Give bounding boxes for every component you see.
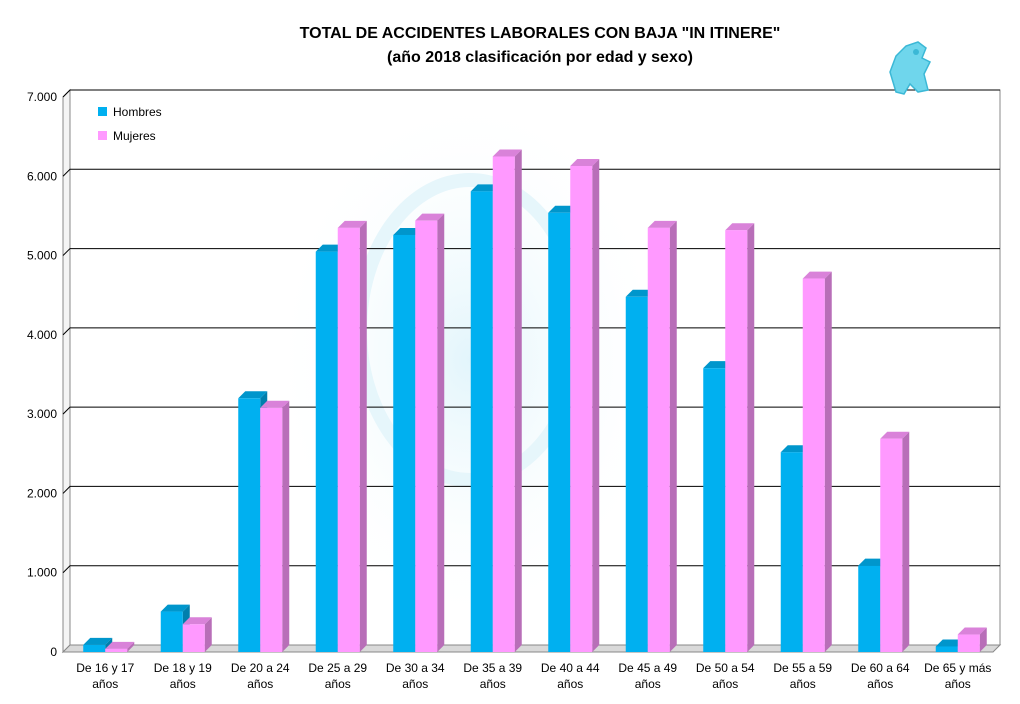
- chart-title: TOTAL DE ACCIDENTES LABORALES CON BAJA "…: [300, 25, 781, 42]
- x-tick-label: De 60 a 64 años: [851, 661, 910, 691]
- x-tick-label: De 25 a 29 años: [308, 661, 367, 691]
- legend: Hombres Mujeres: [98, 105, 162, 143]
- griffin-logo-icon: [889, 41, 932, 95]
- gridline: [62, 485, 1000, 494]
- bar-mujeres: [957, 627, 987, 652]
- x-tick-label: De 40 a 44 años: [541, 661, 600, 691]
- x-tick-label: De 35 a 39 años: [463, 661, 522, 691]
- left-wall: [62, 88, 71, 654]
- x-tick-label: De 18 y 19 años: [154, 661, 212, 691]
- x-tick-label: De 30 a 34 años: [386, 661, 445, 691]
- gridline: [62, 327, 1000, 336]
- y-tick-label: 5.000: [27, 249, 57, 263]
- legend-swatch: [98, 131, 107, 140]
- bar-mujeres: [725, 223, 755, 652]
- bar-mujeres: [182, 617, 212, 652]
- bar-mujeres: [647, 220, 677, 653]
- chart-subtitle: (año 2018 clasificación por edad y sexo): [387, 49, 693, 66]
- gridline: [62, 406, 1000, 415]
- legend-label: Mujeres: [113, 129, 156, 143]
- bar-mujeres: [105, 641, 135, 652]
- y-tick-label: 6.000: [27, 169, 57, 183]
- gridline: [62, 565, 1000, 574]
- y-tick-label: 3.000: [27, 407, 57, 421]
- bar-mujeres: [260, 400, 290, 652]
- bar-mujeres: [802, 271, 832, 652]
- gridline: [62, 89, 1000, 98]
- x-tick-label: De 20 a 24 años: [231, 661, 290, 691]
- bar-mujeres: [570, 158, 600, 652]
- x-tick-label: De 50 a 54 años: [696, 661, 755, 691]
- bar-mujeres: [337, 220, 367, 653]
- x-tick-label: De 16 y 17 años: [76, 661, 134, 691]
- legend-swatch: [98, 107, 107, 116]
- x-tick-label: De 55 a 59 años: [773, 661, 832, 691]
- gridline: [62, 248, 1000, 256]
- gridline: [62, 168, 1000, 177]
- y-tick-label: 0: [50, 645, 57, 659]
- bar-mujeres: [415, 213, 445, 652]
- y-tick-label: 7.000: [27, 90, 57, 104]
- bar-mujeres: [492, 149, 522, 652]
- legend-label: Hombres: [113, 105, 162, 119]
- x-tick-label: De 65 y más años: [924, 661, 991, 691]
- y-tick-label: 1.000: [27, 566, 57, 580]
- bar-mujeres: [880, 431, 910, 652]
- x-tick-label: De 45 a 49 años: [618, 661, 677, 691]
- y-tick-label: 4.000: [27, 328, 57, 342]
- y-tick-label: 2.000: [27, 486, 57, 500]
